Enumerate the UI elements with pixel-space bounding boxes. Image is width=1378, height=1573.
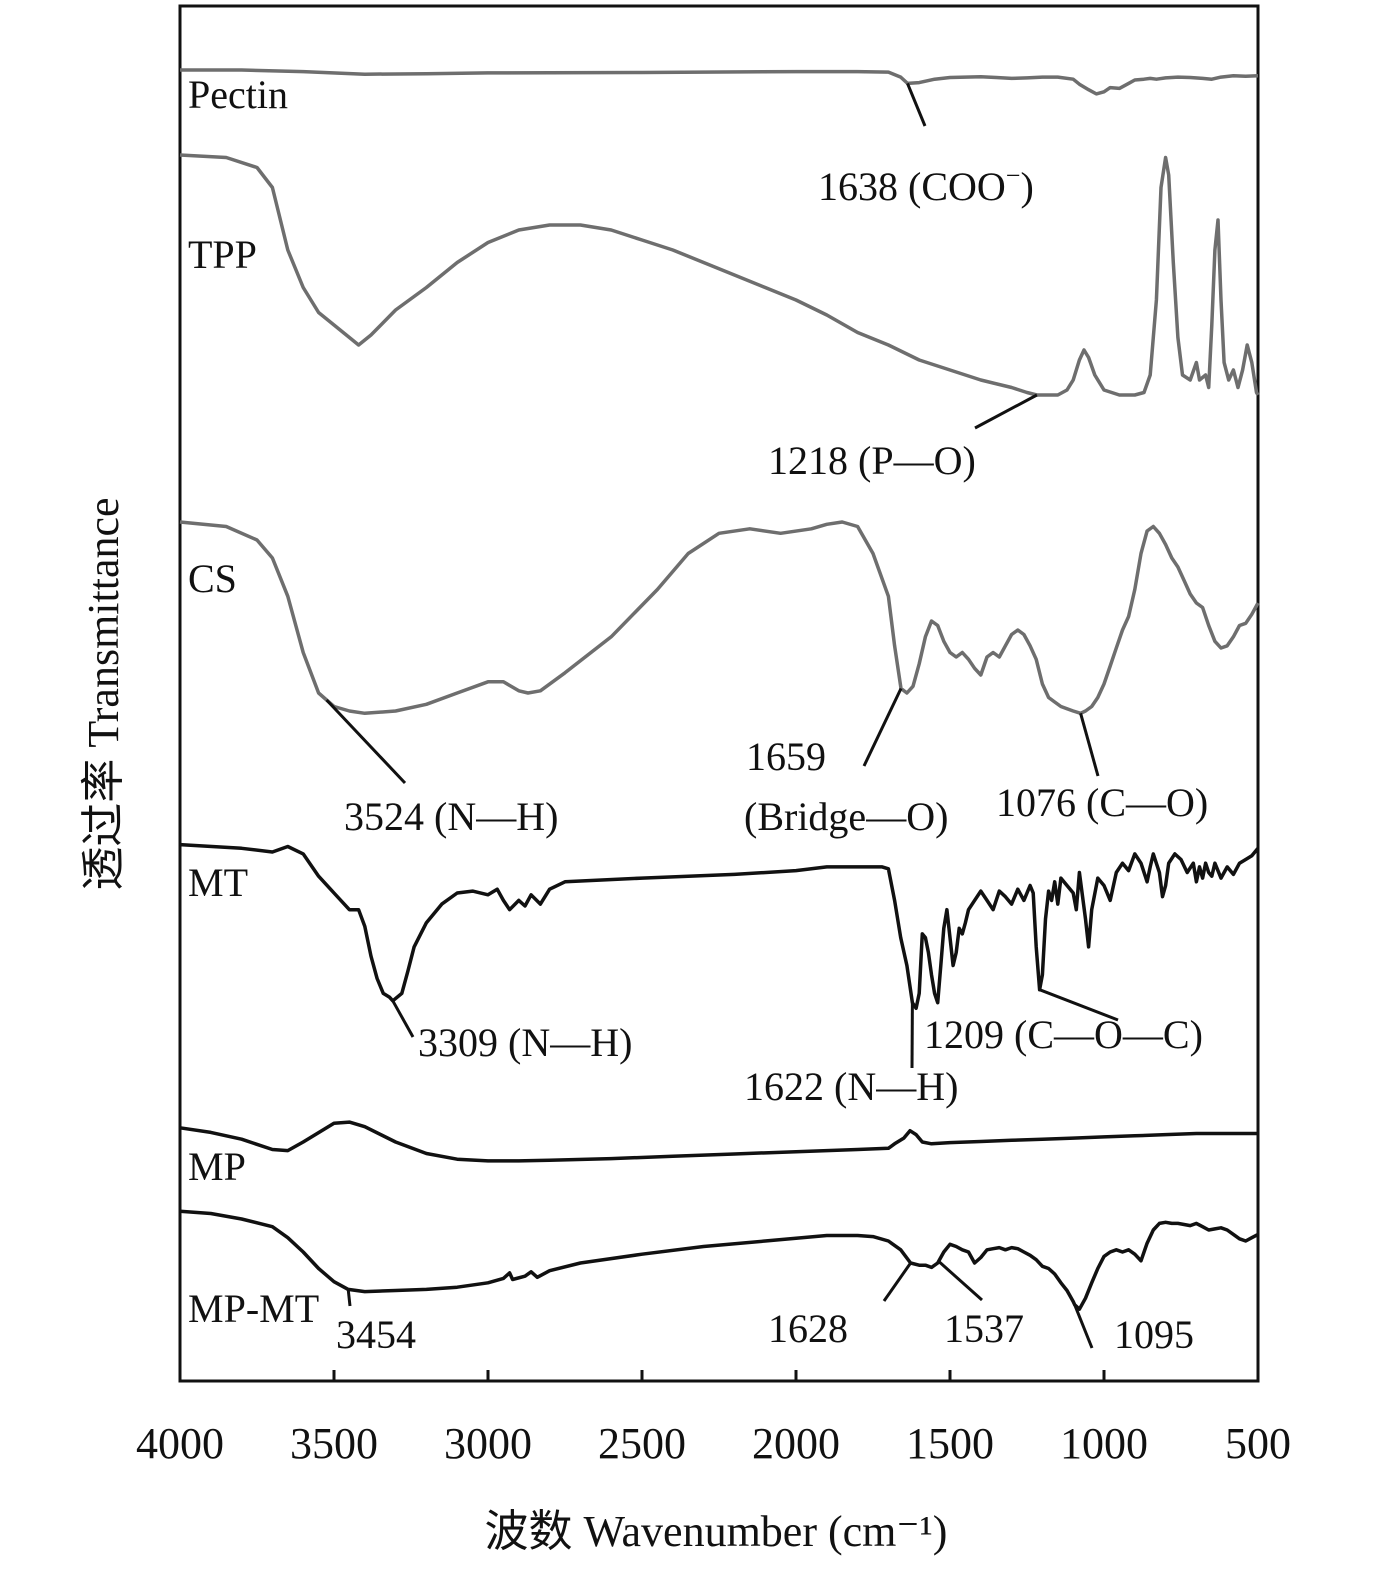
annotation-label: 1537 [944,1306,1024,1351]
annotation-label: 1638 (COO−) [818,161,1034,209]
spectra-traces [179,68,1260,1311]
annotation-leader [1039,988,1119,1022]
text-labels: Pectin TPP CS MT MP MP-MT 1638 (COO−) 1218 (P—O… [188,72,1208,1357]
series-label-mt: MT [188,860,248,905]
annotation-leader [346,1289,352,1307]
trace-mp-mt [179,1209,1259,1311]
annotation-label: 1095 [1114,1312,1194,1357]
annotation-label: 1659 [746,734,826,779]
annotation-leader [1079,712,1100,777]
series-label-mp-mt: MP-MT [188,1286,319,1331]
x-tick-label: 2500 [598,1419,686,1468]
annotation-label: 3454 [336,1312,416,1357]
trace-pectin [180,68,1259,96]
annotation-label: 1628 [768,1306,848,1351]
annotation-label: (Bridge—O) [744,794,948,839]
x-tick-label: 2000 [752,1419,840,1468]
annotation-leader [862,687,903,767]
annotation-label: 1218 (P—O) [768,438,976,483]
annotation-leader [391,1000,415,1038]
annotation-label: 3309 (N—H) [418,1020,632,1065]
annotation-leader [882,1262,912,1302]
series-label-tpp: TPP [188,232,257,277]
annotation-label: 1076 (C—O) [996,780,1208,825]
x-tick-label: 4000 [136,1419,224,1468]
x-tick-label: 3500 [290,1419,378,1468]
annotation-leader [1073,1304,1094,1349]
annotation-leader [937,1260,983,1302]
trace-tpp [179,153,1260,397]
trace-mp [179,1120,1258,1163]
trace-mt [179,842,1260,1011]
x-axis-title: 波数 Wavenumber (cm⁻¹) [485,1507,948,1556]
series-label-cs: CS [188,556,237,601]
annotation-label: 1622 (N—H) [744,1064,958,1109]
x-axis: 4000 3500 3000 2500 2000 1500 1000 500 [136,1370,1291,1468]
annotation-label: 3524 (N—H) [344,794,558,839]
series-label-mp: MP [188,1144,246,1189]
x-tick-label: 3000 [444,1419,532,1468]
x-tick-label: 1500 [906,1419,994,1468]
x-tick-label: 500 [1225,1419,1291,1468]
series-label-pectin: Pectin [188,72,288,117]
annotation-label: 1209 (C—O—C) [924,1012,1203,1057]
y-axis-title: 透过率 Transmittance [79,497,128,890]
annotation-leaders [325,82,1119,1349]
annotation-leader [325,698,407,785]
annotation-leader [906,82,927,127]
x-tick-label: 1000 [1060,1419,1148,1468]
trace-cs [179,520,1260,716]
plot-frame [178,4,1260,1383]
annotation-leader [974,393,1038,430]
